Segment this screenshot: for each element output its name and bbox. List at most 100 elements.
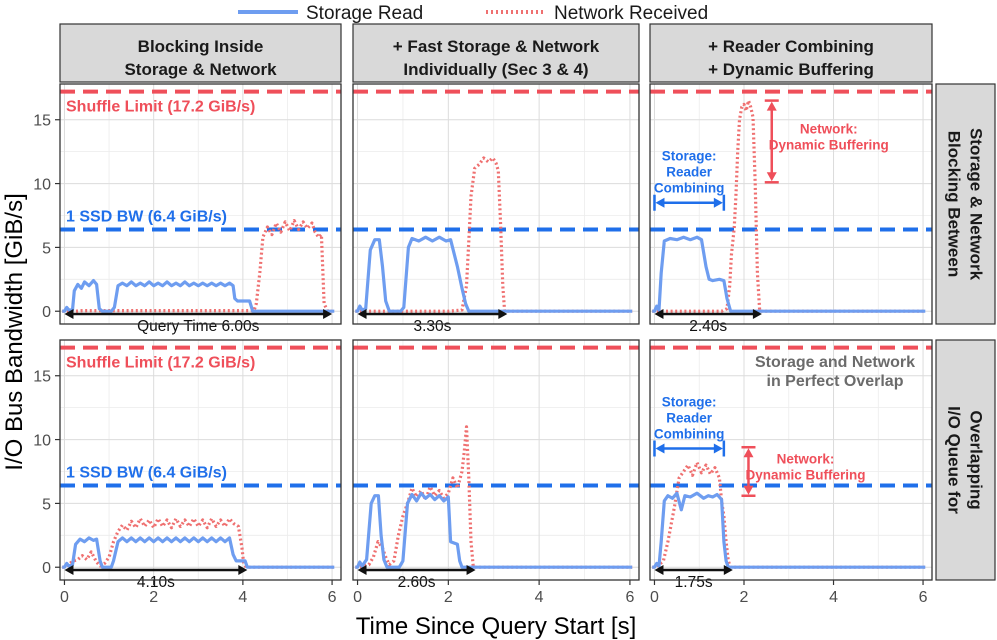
legend-label-storage-read: Storage Read <box>306 3 423 24</box>
row-title-1-line-1: Blocking Between <box>945 131 964 277</box>
duration-label: 2.60s <box>398 574 436 591</box>
panel-border <box>59 339 342 581</box>
overlap-label-line-1: Storage and Network <box>755 354 915 371</box>
network-annotation-arrow-head-bottom <box>743 485 754 495</box>
row-title-2-line-1: I/O Queue for <box>945 406 964 514</box>
duration-arrow-head-right <box>238 565 248 575</box>
network-annotation-line-2: Dynamic Buffering <box>745 467 865 482</box>
column-strip-2 <box>352 23 640 83</box>
storage-annotation-line-3: Combining <box>654 427 725 442</box>
series-storage-read <box>652 491 926 569</box>
panel-plot-area <box>60 89 341 313</box>
duration-label: 1.75s <box>675 574 713 591</box>
panel-r2-c2: 2.60s <box>352 339 640 591</box>
column-strip-1 <box>59 23 342 83</box>
duration-arrow-head-left <box>654 309 664 319</box>
series-storage-read <box>355 491 633 569</box>
shuffle-limit-label: Shuffle Limit (17.2 GiB/s) <box>66 99 255 116</box>
series-storage-read <box>62 279 335 313</box>
panel-border <box>59 83 342 325</box>
panel-plot-area <box>650 345 932 569</box>
column-strip-3 <box>649 23 933 83</box>
duration-arrow-head-right <box>323 309 333 319</box>
y-tick-label-5: 5 <box>42 240 51 257</box>
duration-label: 3.30s <box>413 318 451 335</box>
panel-border <box>649 83 933 325</box>
y-tick-label-0: 0 <box>42 304 51 321</box>
storage-annotation-arrow-head-right <box>713 197 723 208</box>
x-tick-label-4: 4 <box>829 589 838 606</box>
storage-annotation-arrow-head-left <box>655 443 665 454</box>
x-tick-label-0: 0 <box>60 589 69 606</box>
panel-background <box>353 84 639 324</box>
duration-arrow-head-right <box>723 565 733 575</box>
panel-border <box>649 339 933 581</box>
ssd-bw-label: 1 SSD BW (6.4 GiB/s) <box>66 209 227 226</box>
network-annotation-line-2: Dynamic Buffering <box>769 137 889 152</box>
row-title-2-line-2: Overlapping <box>967 410 986 509</box>
ssd-bw-label: 1 SSD BW (6.4 GiB/s) <box>66 465 227 482</box>
x-tick-label-0: 0 <box>353 589 362 606</box>
network-annotation-line-1: Network: <box>777 451 835 466</box>
series-network-received <box>355 156 633 313</box>
gridlines <box>60 84 341 324</box>
y-axis-title: I/O Bus Bandwidth [GiB/s] <box>1 193 28 470</box>
x-tick-label-2: 2 <box>740 589 749 606</box>
network-annotation-arrow-head-top <box>766 101 777 111</box>
facet-panels: Shuffle Limit (17.2 GiB/s) 1 SSD BW (6.4 … <box>59 83 933 591</box>
x-tick-label-2: 2 <box>149 589 158 606</box>
duration-arrow-head-left <box>64 309 74 319</box>
y-tick-label-0: 0 <box>42 560 51 577</box>
x-axis-title: Time Since Query Start [s] <box>356 613 637 640</box>
storage-annotation-line-2: Reader <box>666 411 713 426</box>
duration-arrow-head-right <box>752 309 762 319</box>
duration-label: 2.40s <box>689 318 727 335</box>
panel-r2-c1: Shuffle Limit (17.2 GiB/s) 1 SSD BW (6.4 … <box>59 339 342 591</box>
storage-annotation-line-3: Combining <box>654 181 725 196</box>
x-tick-label-0: 0 <box>650 589 659 606</box>
panel-r2-c3: 1.75s Storage and Network in Perfect Overl… <box>649 339 933 591</box>
gridlines <box>650 340 932 580</box>
panel-border <box>352 83 640 325</box>
panel-plot-area <box>353 345 639 569</box>
duration-arrow-head-right <box>466 565 476 575</box>
column-title-3-line-1: + Reader Combining <box>708 37 874 56</box>
x-tick-label-6: 6 <box>328 589 337 606</box>
column-title-2-line-2: Individually (Sec 3 & 4) <box>403 60 588 79</box>
panel-r1-c1: Shuffle Limit (17.2 GiB/s) 1 SSD BW (6.4 … <box>59 83 342 335</box>
panel-plot-area <box>60 345 341 569</box>
row-strip-1 <box>935 83 996 325</box>
column-title-3-line-2: + Dynamic Buffering <box>708 60 874 79</box>
facet-strips: Blocking Inside Storage & Network + Fast S… <box>59 23 996 581</box>
duration-arrow-head-right <box>498 309 508 319</box>
column-title-1-line-1: Blocking Inside <box>138 37 264 56</box>
storage-annotation-arrow-head-left <box>655 197 665 208</box>
panel-r1-c2: 3.30s <box>352 83 640 335</box>
series-network-received <box>62 219 335 313</box>
network-annotation-line-1: Network: <box>800 121 858 136</box>
storage-annotation-arrow-head-right <box>713 443 723 454</box>
legend-label-network-received: Network Received <box>554 3 708 24</box>
series-storage-read <box>652 235 926 313</box>
x-tick-label-6: 6 <box>919 589 928 606</box>
gridlines <box>353 84 639 324</box>
shuffle-limit-label: Shuffle Limit (17.2 GiB/s) <box>66 355 255 372</box>
duration-label: Query Time 6.00s <box>137 318 260 335</box>
storage-annotation-line-1: Storage: <box>662 395 717 410</box>
panel-plot-area <box>650 89 932 313</box>
duration-arrow-head-left <box>357 309 367 319</box>
panel-border <box>352 339 640 581</box>
panel-background <box>353 340 639 580</box>
column-title-1-line-2: Storage & Network <box>124 60 277 79</box>
duration-arrow-head-left <box>64 565 74 575</box>
duration-label: 4.10s <box>137 574 175 591</box>
storage-annotation-line-1: Storage: <box>662 149 717 164</box>
series-network-received <box>62 517 335 569</box>
y-tick-label-15: 15 <box>33 369 51 386</box>
column-title-2-line-1: + Fast Storage & Network <box>393 37 600 56</box>
row-title-1-line-2: Storage & Network <box>967 128 986 281</box>
y-tick-label-5: 5 <box>42 496 51 513</box>
